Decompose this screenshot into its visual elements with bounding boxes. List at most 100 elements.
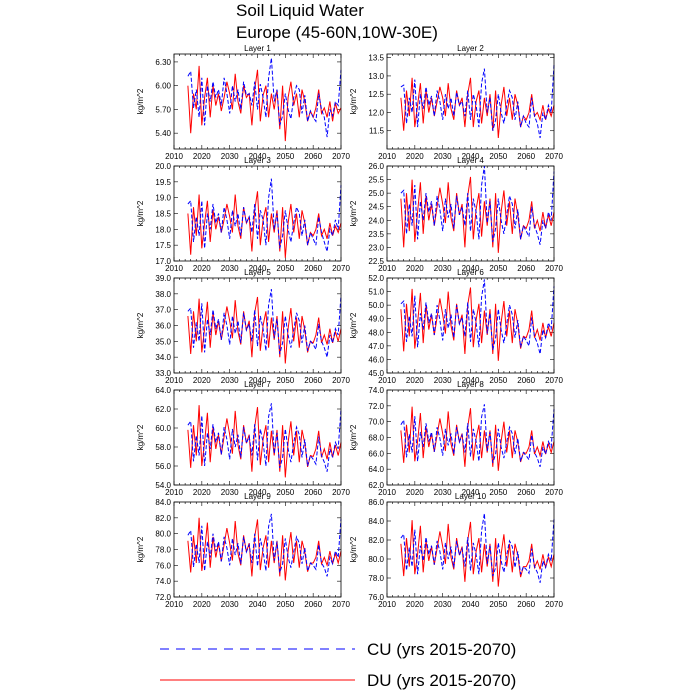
layer-2-xtick-label: 2050 [489, 152, 507, 161]
layer-10-xtick-label: 2020 [406, 600, 424, 609]
layer-6-ylabel: kg/m^2 [349, 312, 358, 338]
layer-10-ytick-label: 82.0 [368, 536, 384, 545]
layer-7-ytick-label: 54.0 [155, 481, 171, 490]
layer-6-ytick-label: 49.0 [368, 315, 384, 324]
layer-10-xtick-label: 2070 [545, 600, 563, 609]
layer-10-ytick-label: 78.0 [368, 574, 384, 583]
layer-9-frame [173, 501, 342, 598]
layer-2-xtick-label: 2030 [434, 152, 452, 161]
layer-3-xtick-label: 2040 [249, 264, 267, 273]
layer-1-xtick-label: 2070 [332, 152, 350, 161]
panel-grid: Layer 1 kg/m^2 2010 2020 2030 2040 2050 2060 207… [136, 44, 563, 609]
layer-1-title: Layer 1 [244, 44, 271, 53]
layer-7-ytick-label: 60.0 [155, 424, 171, 433]
layer-10-ytick-label: 80.0 [368, 555, 384, 564]
layer-2-xtick-label: 2060 [517, 152, 535, 161]
layer-4-du-line [400, 176, 555, 253]
layer-2-frame [386, 53, 555, 150]
layer-2-ylabel: kg/m^2 [349, 88, 358, 114]
layer-10-ylabel: kg/m^2 [349, 536, 358, 562]
layer-1-xtick-label: 2060 [304, 152, 322, 161]
layer-4-xtick-label: 2030 [434, 264, 452, 273]
layer-9-du-line [187, 517, 342, 581]
layer-6-xtick-label: 2060 [517, 376, 535, 385]
layer-6-ytick-label: 50.0 [368, 301, 384, 310]
layer-6-du-line [400, 287, 555, 361]
layer-9-ytick-label: 78.0 [155, 546, 171, 555]
layer-3-xtick-label: 2070 [332, 264, 350, 273]
layer-5-xtick-label: 2060 [304, 376, 322, 385]
layer-1-frame [173, 53, 342, 150]
layer-8-ytick-label: 72.0 [368, 402, 384, 411]
layer-4-ytick-label: 26.0 [368, 162, 384, 171]
layer-6-xtick-label: 2030 [434, 376, 452, 385]
layer-5-ylabel: kg/m^2 [136, 312, 145, 338]
layer-9-ytick-label: 74.0 [155, 577, 171, 586]
layer-5-ytick-label: 37.0 [155, 306, 171, 315]
layer-4-ytick-label: 25.0 [368, 189, 384, 198]
layer-4-title: Layer 4 [457, 156, 484, 165]
layer-9-xtick-label: 2030 [221, 600, 239, 609]
layer-5-xtick-label: 2050 [276, 376, 294, 385]
layer-10-frame [386, 501, 555, 598]
layer-3-panel: Layer 3 kg/m^2 2010 2020 2030 2040 2050 2060 207… [136, 156, 350, 273]
layer-3-xtick-label: 2020 [193, 264, 211, 273]
layer-7-ytick-label: 62.0 [155, 405, 171, 414]
layer-9-ytick-label: 72.0 [155, 593, 171, 602]
layer-1-ytick-label: 5.70 [155, 105, 171, 114]
layer-10-ytick-label: 84.0 [368, 517, 384, 526]
layer-2-xtick-label: 2070 [545, 152, 563, 161]
layer-6-ytick-label: 47.0 [368, 342, 384, 351]
layer-3-ytick-label: 18.0 [155, 225, 171, 234]
layer-5-xtick-label: 2010 [165, 376, 183, 385]
layer-3-ylabel: kg/m^2 [136, 200, 145, 226]
layer-3-title: Layer 3 [244, 156, 271, 165]
layer-7-frame [173, 389, 342, 486]
layer-2-cu-line [400, 64, 555, 139]
layer-8-xtick-label: 2030 [434, 488, 452, 497]
layer-3-cu-line [187, 178, 342, 252]
layer-9-xtick-label: 2010 [165, 600, 183, 609]
layer-5-ytick-label: 38.0 [155, 290, 171, 299]
layer-8-xtick-label: 2070 [545, 488, 563, 497]
layer-3-ytick-label: 20.0 [155, 162, 171, 171]
layer-3-ytick-label: 19.0 [155, 194, 171, 203]
layer-4-cu-line [400, 165, 555, 245]
layer-7-ytick-label: 64.0 [155, 386, 171, 395]
layer-1-xtick-label: 2050 [276, 152, 294, 161]
layer-8-du-line [400, 406, 555, 471]
layer-8-ytick-label: 64.0 [368, 465, 384, 474]
layer-9-title: Layer 9 [244, 492, 271, 501]
layer-5-xtick-label: 2030 [221, 376, 239, 385]
layer-3-du-line [187, 191, 342, 258]
layer-1-xtick-label: 2030 [221, 152, 239, 161]
layer-2-title: Layer 2 [457, 44, 484, 53]
layer-2-xtick-label: 2010 [378, 152, 396, 161]
layer-6-xtick-label: 2020 [406, 376, 424, 385]
layer-7-ytick-label: 56.0 [155, 462, 171, 471]
layer-3-ytick-label: 18.5 [155, 210, 171, 219]
layer-8-xtick-label: 2060 [517, 488, 535, 497]
layer-7-du-line [187, 405, 342, 478]
layer-1-ytick-label: 6.00 [155, 82, 171, 91]
layer-8-ylabel: kg/m^2 [349, 424, 358, 450]
legend-du-label: DU (yrs 2015-2070) [367, 671, 516, 690]
layer-1-xtick-label: 2020 [193, 152, 211, 161]
figure-title-line2: Europe (45-60N,10W-30E) [236, 23, 438, 42]
layer-8-ytick-label: 74.0 [368, 386, 384, 395]
layer-5-ytick-label: 33.0 [155, 369, 171, 378]
layer-1-ylabel: kg/m^2 [136, 88, 145, 114]
layer-8-panel: Layer 8 kg/m^2 2010 2020 2030 2040 2050 2060 207… [349, 380, 563, 497]
layer-1-panel: Layer 1 kg/m^2 2010 2020 2030 2040 2050 2060 207… [136, 44, 350, 161]
layer-6-ytick-label: 48.0 [368, 328, 384, 337]
layer-3-xtick-label: 2050 [276, 264, 294, 273]
layer-9-ytick-label: 80.0 [155, 530, 171, 539]
layer-8-xtick-label: 2050 [489, 488, 507, 497]
layer-2-ytick-label: 11.5 [369, 127, 385, 136]
layer-4-panel: Layer 4 kg/m^2 2010 2020 2030 2040 2050 2060 207… [349, 156, 563, 273]
layer-4-ytick-label: 24.0 [368, 216, 384, 225]
layer-3-xtick-label: 2030 [221, 264, 239, 273]
layer-7-ytick-label: 58.0 [155, 443, 171, 452]
layer-3-xtick-label: 2010 [165, 264, 183, 273]
